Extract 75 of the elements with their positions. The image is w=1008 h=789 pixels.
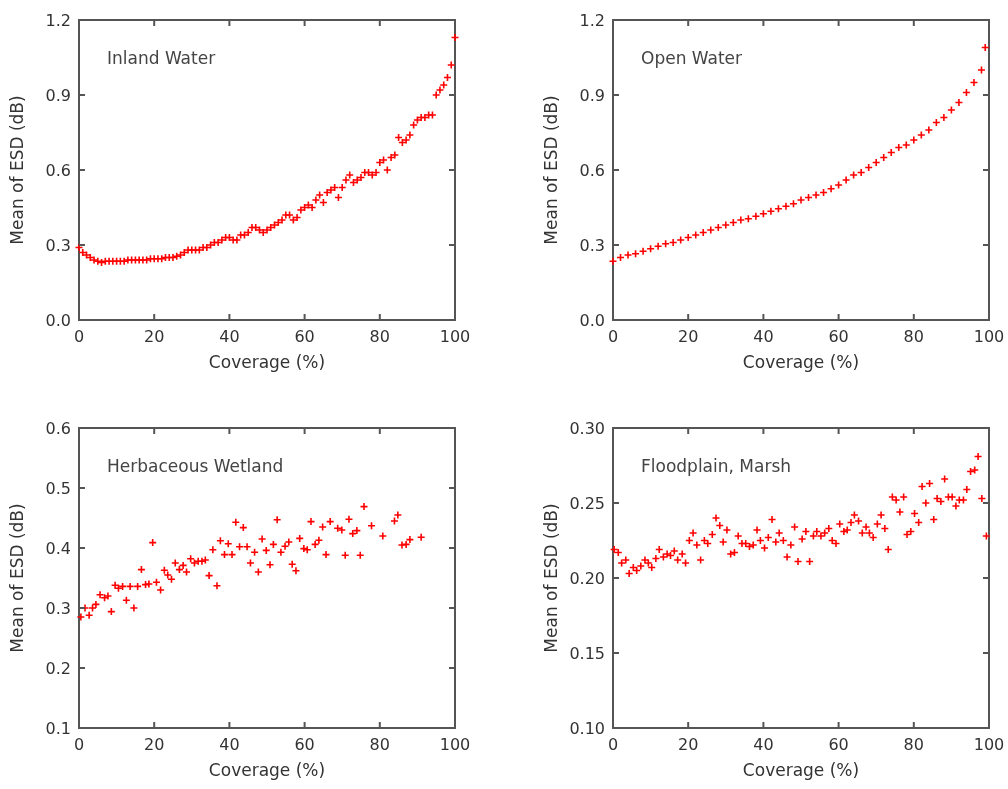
y-axis-title: Mean of ESD (dB) xyxy=(541,503,561,653)
y-tick-label: 0.15 xyxy=(569,643,605,663)
x-tick-label: 80 xyxy=(903,735,924,754)
x-tick-label: 80 xyxy=(369,327,390,346)
point xyxy=(691,230,701,240)
y-tick-label: 0.6 xyxy=(579,160,605,180)
point xyxy=(796,195,806,205)
point xyxy=(901,140,911,150)
point xyxy=(841,175,851,185)
x-axis-title: Coverage (%) xyxy=(742,352,860,372)
y-tick-label: 0.3 xyxy=(45,598,71,618)
x-tick-label: 40 xyxy=(219,735,240,754)
y-axis-title: Mean of ESD (dB) xyxy=(541,95,561,245)
point xyxy=(781,201,791,211)
y-tick-label: 0.25 xyxy=(569,493,605,513)
x-tick-label: 0 xyxy=(73,735,85,754)
x-tick-label: 40 xyxy=(753,735,774,754)
y-tick-label: 0.5 xyxy=(45,478,71,498)
x-tick-label: 100 xyxy=(973,735,1005,754)
x-tick-label: 20 xyxy=(144,327,165,346)
x-tick-label: 80 xyxy=(903,327,924,346)
x-tick-label: 0 xyxy=(73,327,85,346)
point xyxy=(751,211,761,221)
y-tick-label: 0.1 xyxy=(45,718,71,738)
x-tick-label: 60 xyxy=(294,327,315,346)
y-tick-label: 0.0 xyxy=(579,310,605,330)
y-tick-label: 1.2 xyxy=(579,10,605,30)
x-tick-label: 100 xyxy=(439,735,471,754)
y-tick-label: 0.4 xyxy=(45,538,71,558)
point xyxy=(909,135,919,145)
point xyxy=(924,125,934,135)
y-tick-label: 0.10 xyxy=(569,718,605,738)
x-tick-label: 0 xyxy=(607,327,619,346)
x-tick-label: 100 xyxy=(973,327,1005,346)
y-tick-label: 0.3 xyxy=(579,235,605,255)
y-axis-title: Mean of ESD (dB) xyxy=(7,95,27,245)
text: Floodplain, Marsh xyxy=(641,456,792,476)
point xyxy=(826,184,836,194)
x-tick-label: 20 xyxy=(144,735,165,754)
point xyxy=(608,256,618,266)
x-tick-label: 60 xyxy=(294,735,315,754)
text: Herbaceous Wetland xyxy=(107,456,284,476)
x-axis-title: Coverage (%) xyxy=(742,760,860,780)
point xyxy=(766,206,776,216)
x-tick-label: 60 xyxy=(828,735,849,754)
y-tick-label: 0.3 xyxy=(45,235,71,255)
point xyxy=(736,215,746,225)
x-tick-label: 40 xyxy=(753,327,774,346)
point xyxy=(721,220,731,230)
y-tick-label: 0.9 xyxy=(45,85,71,105)
y-axis-title: Mean of ESD (dB) xyxy=(7,503,27,653)
point xyxy=(653,241,663,251)
x-axis-title: Coverage (%) xyxy=(208,760,326,780)
y-tick-label: 0.9 xyxy=(579,85,605,105)
y-tick-label: 0.20 xyxy=(569,568,605,588)
x-tick-label: 20 xyxy=(678,735,699,754)
point xyxy=(811,190,821,200)
y-tick-label: 0.30 xyxy=(569,418,605,438)
x-tick-label: 100 xyxy=(439,327,471,346)
text: Open Water xyxy=(641,48,743,68)
y-tick-label: 0.2 xyxy=(45,658,71,678)
point xyxy=(638,246,648,256)
y-tick-label: 0.6 xyxy=(45,418,71,438)
x-tick-label: 80 xyxy=(369,735,390,754)
point xyxy=(706,225,716,235)
x-tick-label: 40 xyxy=(219,327,240,346)
x-tick-label: 60 xyxy=(828,327,849,346)
text: Inland Water xyxy=(107,48,216,68)
point xyxy=(623,250,633,260)
y-tick-label: 0.0 xyxy=(45,310,71,330)
y-tick-label: 0.6 xyxy=(45,160,71,180)
y-tick-label: 1.2 xyxy=(45,10,71,30)
x-tick-label: 0 xyxy=(607,735,619,754)
x-tick-label: 20 xyxy=(678,327,699,346)
x-axis-title: Coverage (%) xyxy=(208,352,326,372)
